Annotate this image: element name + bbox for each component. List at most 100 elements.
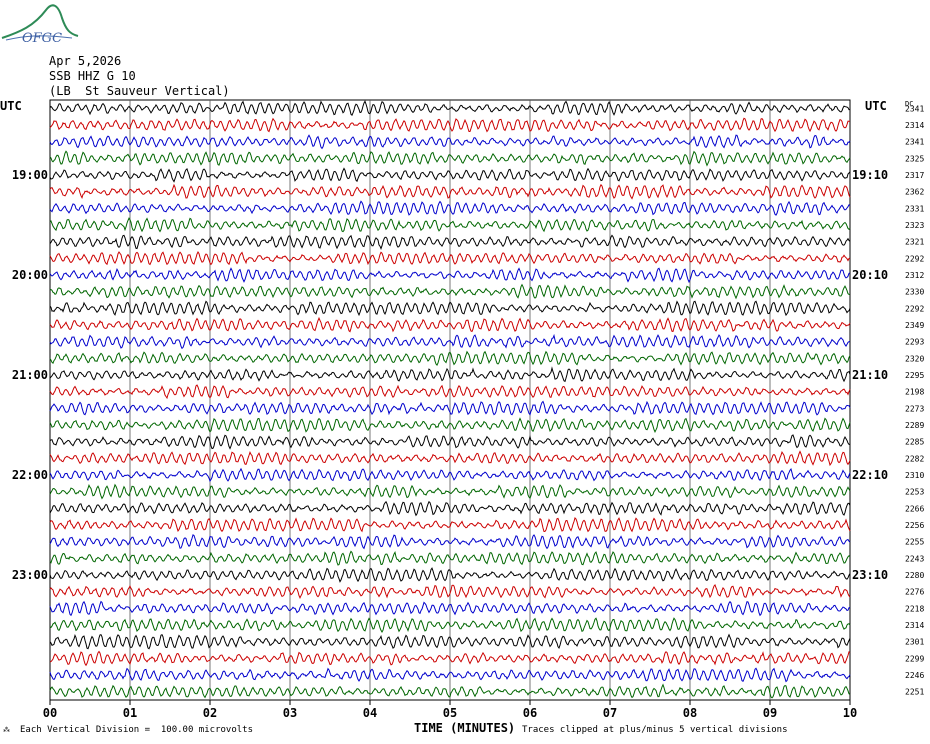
dc-offset-label: 2299 (905, 654, 924, 663)
left-utc-title: UTC (0, 99, 22, 113)
dc-offset-label: 2314 (905, 121, 924, 130)
dc-offset-label: 2312 (905, 271, 924, 280)
seismic-trace (49, 667, 851, 683)
seismic-trace (49, 250, 851, 266)
seismic-trace (49, 267, 851, 284)
dc-offset-label: 2330 (905, 288, 924, 297)
dc-offset-label: 2253 (905, 488, 924, 497)
dc-offset-label: 2362 (905, 188, 924, 197)
ofgc-logo: OFGC (1, 4, 79, 46)
left-hour-label: 20:00 (12, 268, 48, 282)
x-tick-label: 01 (123, 706, 137, 720)
seismic-trace (49, 316, 851, 333)
seismic-trace (49, 300, 851, 317)
dc-offset-label: 2256 (905, 521, 924, 530)
seismic-trace (49, 550, 851, 566)
seismic-trace (49, 350, 851, 366)
seismic-trace (49, 283, 851, 300)
seismic-trace (49, 467, 851, 483)
dc-offset-label: 2331 (905, 204, 924, 213)
seismic-trace (49, 617, 851, 634)
scale-note: Each Vertical Division = 100.00 microvol… (20, 725, 253, 735)
left-hour-label: 22:00 (12, 468, 48, 482)
seismic-trace (49, 600, 851, 617)
dc-offset-label: 2341 (905, 104, 924, 113)
dc-offset-label: 2321 (905, 238, 924, 247)
seismic-trace (49, 234, 851, 251)
dc-offset-label: 2273 (905, 404, 924, 413)
seismic-trace (49, 117, 850, 133)
seismic-trace (49, 650, 851, 667)
logo-mountain-curve (1, 4, 79, 39)
x-tick-label: 06 (523, 706, 537, 720)
logo-text: OFGC (22, 31, 62, 46)
seismic-trace (49, 384, 851, 400)
seismic-trace (49, 584, 851, 599)
seismic-trace (49, 434, 850, 450)
label-layer: 00 01 02 03 04 05 06 07 08 09 10 2341 2314 2341 2325 23… (0, 99, 924, 720)
seismic-trace (49, 366, 851, 383)
dc-offset-label: 2292 (905, 304, 924, 313)
dc-offset-label: 2289 (905, 421, 924, 430)
right-hour-label: 21:10 (852, 368, 888, 382)
dc-offset-label: 2246 (905, 671, 924, 680)
dc-offset-label: 2218 (905, 604, 924, 613)
dc-offset-label: 2292 (905, 254, 924, 263)
seismic-trace (49, 150, 851, 167)
dc-offset-label: 2255 (905, 538, 924, 547)
x-tick-label: 05 (443, 706, 457, 720)
x-axis-title: TIME (MINUTES) (414, 721, 516, 735)
right-utc-title: UTC (865, 99, 887, 113)
seismic-trace (49, 100, 851, 117)
x-tick-label: 04 (363, 706, 377, 720)
right-hour-label: 20:10 (852, 268, 888, 282)
dc-offset-label: 2243 (905, 554, 924, 563)
x-tick-label: 08 (683, 706, 697, 720)
dc-offset-label: 2349 (905, 321, 924, 330)
seismic-trace (49, 483, 851, 500)
dc-offset-label: 2280 (905, 571, 924, 580)
seismic-trace (49, 217, 851, 233)
x-tick-label: 03 (283, 706, 297, 720)
seismic-trace (49, 500, 851, 517)
x-tick-label: 07 (603, 706, 617, 720)
chart-date: Apr 5,2026 (49, 54, 122, 68)
dc-offset-label: 2198 (905, 388, 924, 397)
dc-offset-label: 2282 (905, 454, 924, 463)
x-tick-label: 02 (203, 706, 217, 720)
right-hour-label: 23:10 (852, 568, 888, 582)
seismic-trace (49, 567, 851, 583)
seismic-trace (49, 633, 851, 650)
seismic-trace (49, 683, 851, 699)
dc-offset-label: 2325 (905, 154, 924, 163)
left-hour-label: 23:00 (12, 568, 48, 582)
dc-offset-label: 2293 (905, 338, 924, 347)
dc-offset-label: 2266 (905, 504, 924, 513)
dc-offset-label: 2320 (905, 354, 924, 363)
left-hour-label: 21:00 (12, 368, 48, 382)
clip-note: Traces clipped at plus/minus 5 vertical … (522, 725, 788, 735)
dc-offset-label: 2341 (905, 138, 924, 147)
seismic-trace (49, 200, 851, 216)
corner-mark: ⁂ (3, 726, 10, 734)
dc-offset-label: 2285 (905, 438, 924, 447)
dc-offset-label: 2295 (905, 371, 924, 380)
seismic-trace (49, 134, 851, 150)
dc-column-title: DC (905, 100, 913, 108)
right-hour-label: 22:10 (852, 468, 888, 482)
dc-offset-label: 2310 (905, 471, 924, 480)
seismic-trace (49, 517, 851, 533)
seismic-trace (49, 333, 851, 350)
station-code: SSB HHZ G 10 (49, 69, 136, 83)
dc-offset-label: 2323 (905, 221, 924, 230)
trace-layer (49, 100, 851, 699)
seismic-trace (49, 534, 851, 550)
dc-offset-label: 2251 (905, 688, 924, 697)
seismic-trace (49, 167, 851, 183)
right-hour-label: 19:10 (852, 168, 888, 182)
x-tick-label: 09 (763, 706, 777, 720)
station-location: (LB St Sauveur Vertical) (49, 84, 230, 98)
dc-offset-label: 2317 (905, 171, 924, 180)
seismic-trace (49, 183, 851, 200)
